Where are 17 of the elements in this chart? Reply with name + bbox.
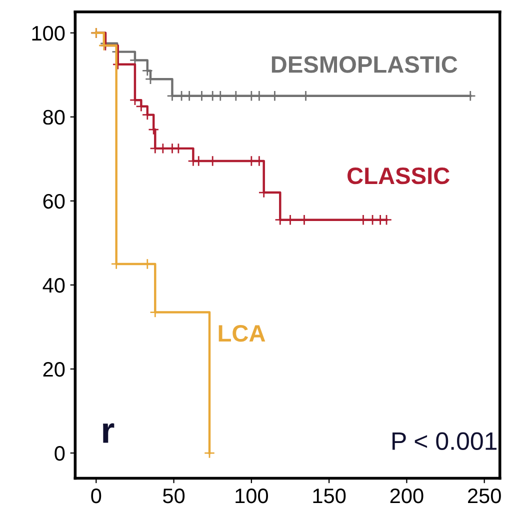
- x-tick-label: 150: [313, 488, 346, 504]
- series-label: CLASSIC: [348, 167, 450, 184]
- x-tick-label: 200: [390, 488, 424, 504]
- x-tick-label: 250: [468, 488, 501, 504]
- y-tick-label: 100: [32, 26, 65, 41]
- annotation: P < 0.001: [392, 432, 497, 450]
- y-tick-label: 40: [42, 278, 65, 293]
- annotation: r: [103, 423, 114, 443]
- y-tick-label: 0: [54, 446, 65, 461]
- x-tick-label: 0: [91, 488, 102, 504]
- series-label: DESMOPLASTIC: [272, 56, 458, 73]
- y-tick-label: 60: [43, 194, 65, 209]
- y-tick-label: 80: [43, 110, 65, 125]
- series-label: LCA: [218, 325, 266, 342]
- x-tick-label: 50: [163, 488, 185, 504]
- y-tick-label: 20: [43, 362, 65, 377]
- x-tick-label: 100: [236, 488, 268, 504]
